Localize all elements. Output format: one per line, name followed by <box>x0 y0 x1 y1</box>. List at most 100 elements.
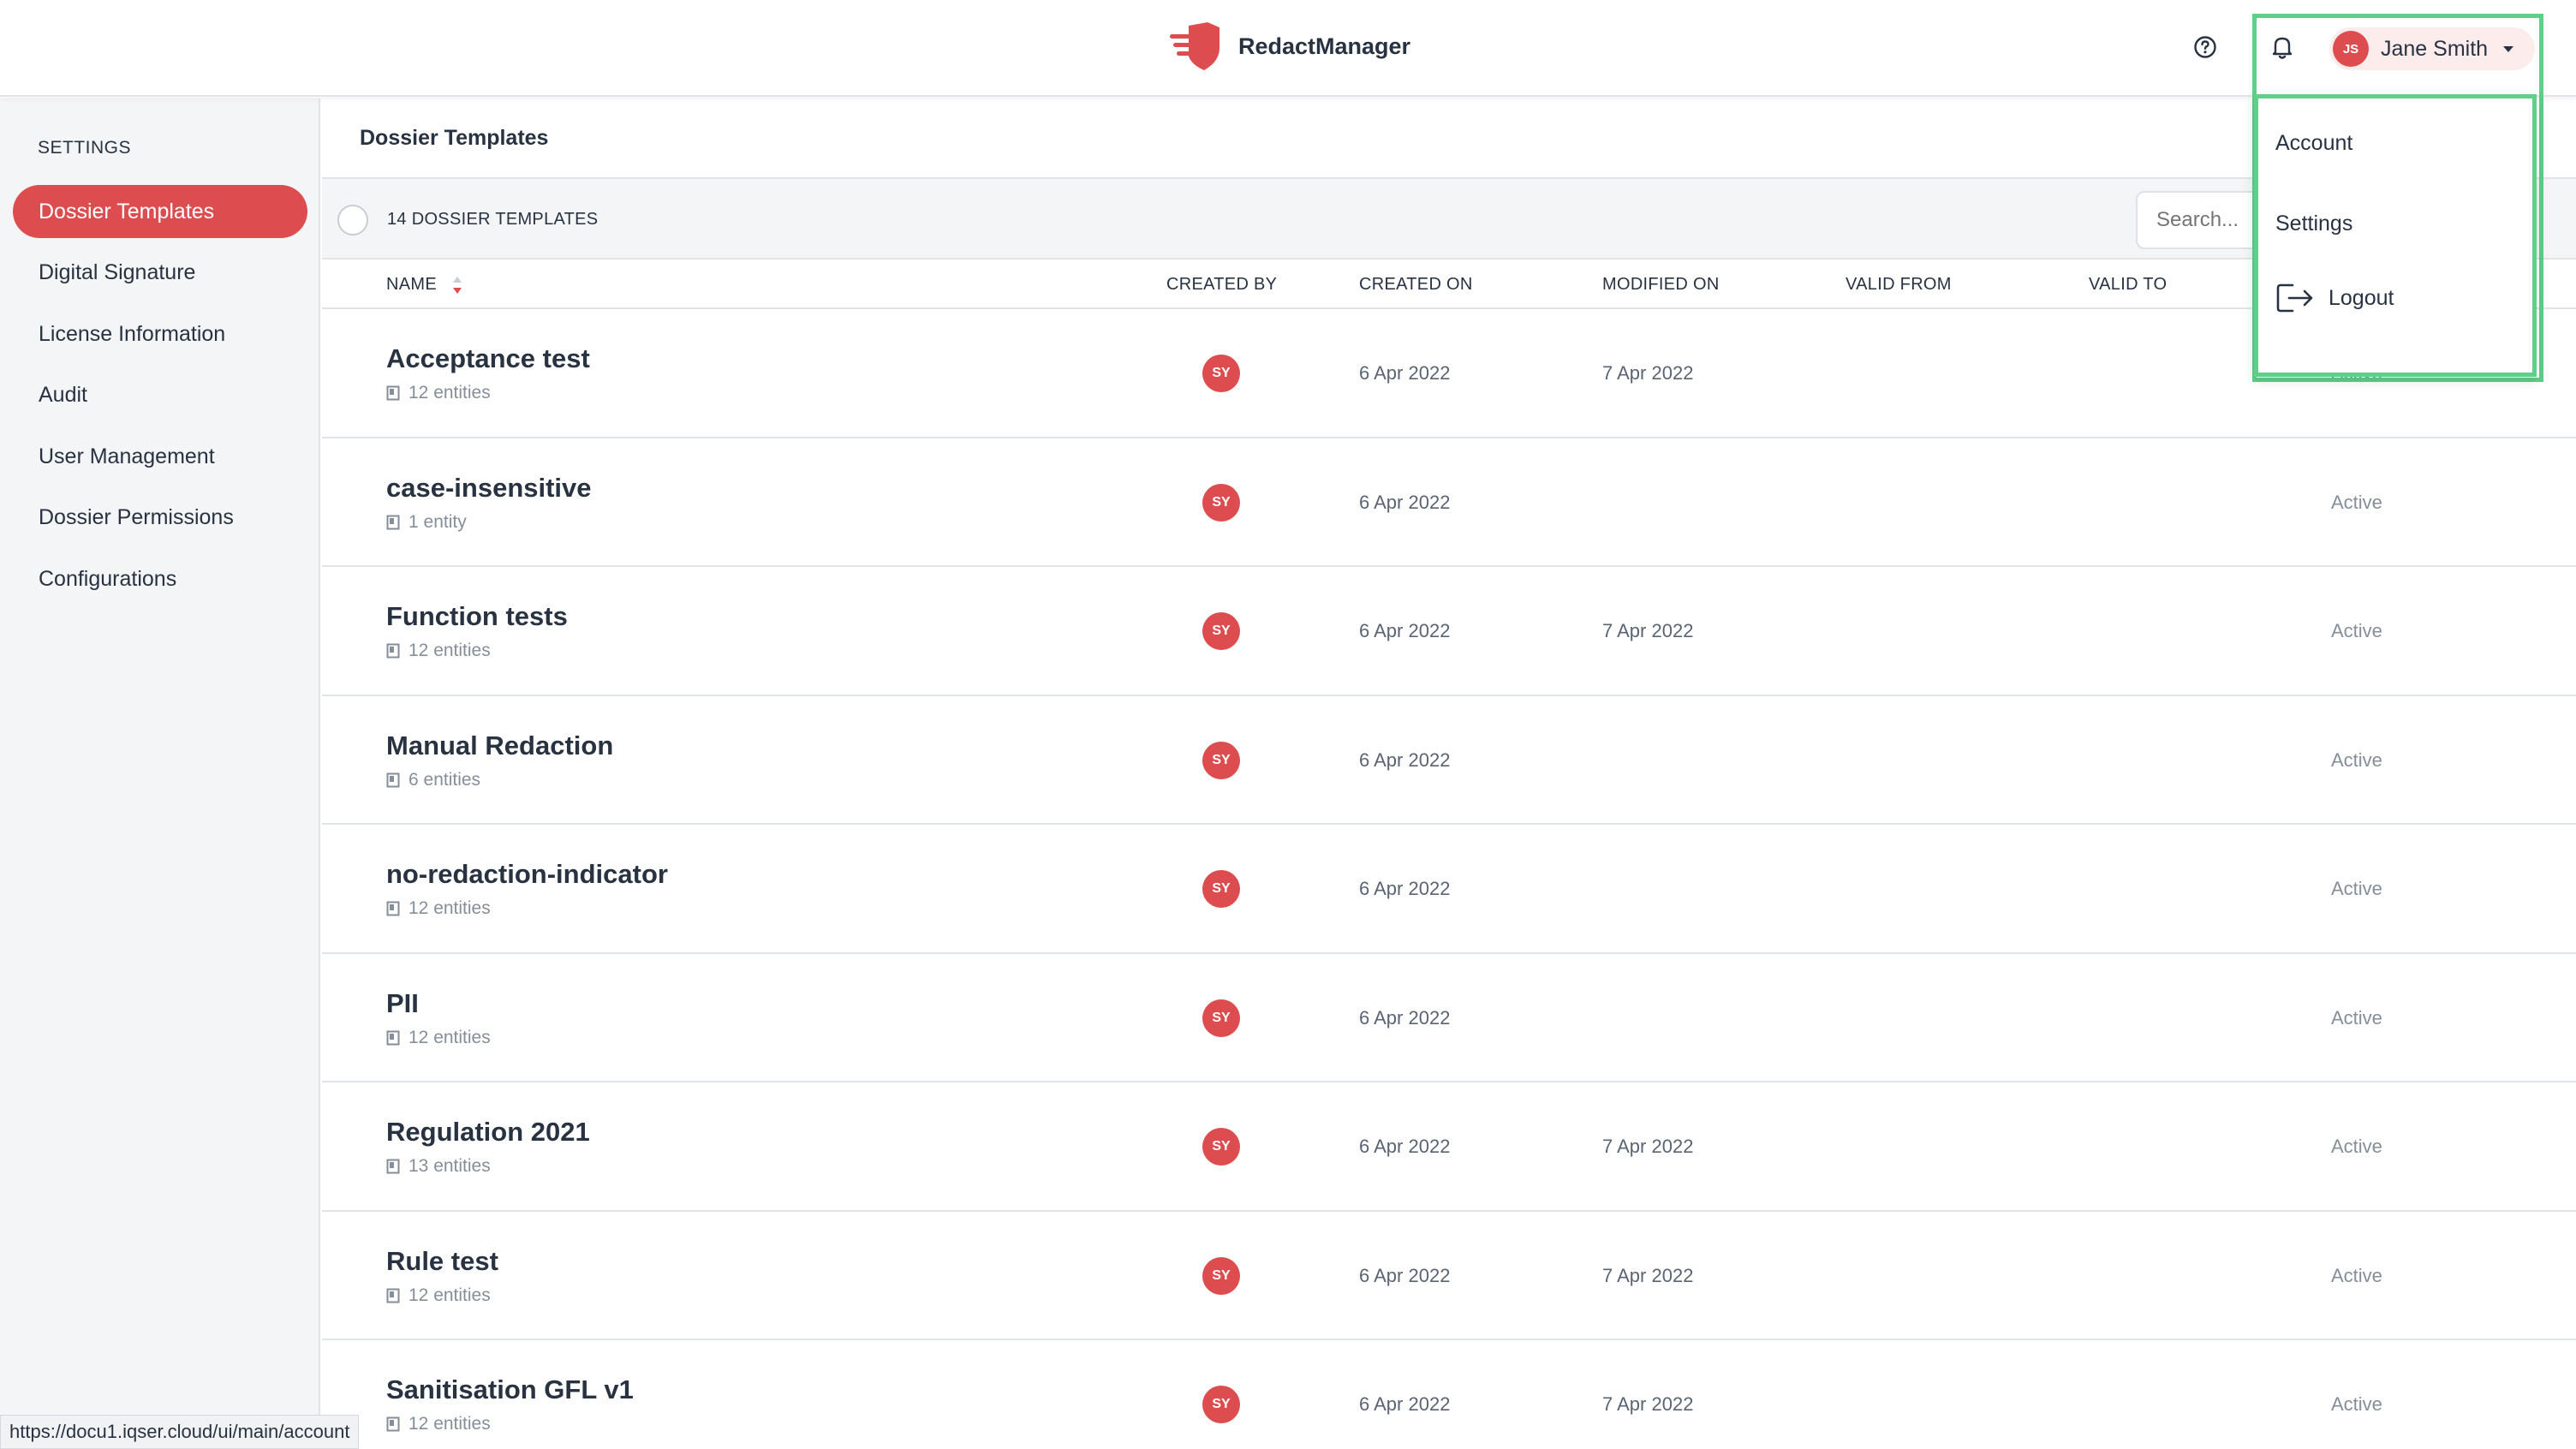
column-header-created-on[interactable]: CREATED ON <box>1359 275 1473 294</box>
entity-count-label: 13 entities <box>408 1156 491 1176</box>
document-icon <box>386 385 400 401</box>
document-icon <box>386 901 400 916</box>
user-menu-button[interactable]: JS Jane Smith <box>2329 27 2535 70</box>
entity-count-label: 6 entities <box>408 769 481 790</box>
entity-count-label: 12 entities <box>408 1285 491 1305</box>
column-header-valid-from[interactable]: VALID FROM <box>1846 275 1952 294</box>
table-row[interactable]: case-insensitive 1 entity SY 6 Apr 2022 … <box>322 438 2576 567</box>
created-on: 6 Apr 2022 <box>1359 1264 1451 1286</box>
sidebar-item-dossier-templates[interactable]: Dossier Templates <box>13 185 307 238</box>
status-label: Active <box>2331 1393 2382 1415</box>
app-logo[interactable]: RedactManager <box>1170 22 1410 70</box>
menu-item-label: Account <box>2275 131 2353 155</box>
document-icon <box>386 1416 400 1432</box>
menu-item-label: Settings <box>2275 212 2353 236</box>
table-row[interactable]: Acceptance test 12 entities SY 6 Apr 202… <box>322 309 2576 438</box>
creator-avatar: SY <box>1202 870 1240 908</box>
modified-on: 7 Apr 2022 <box>1602 362 1694 384</box>
status-label: Active <box>2331 878 2382 899</box>
template-name: no-redaction-indicator <box>386 859 668 889</box>
sidebar-item-dossier-permissions[interactable]: Dossier Permissions <box>13 491 307 544</box>
modified-on: 7 Apr 2022 <box>1602 1136 1694 1157</box>
chevron-down-icon <box>2503 45 2514 52</box>
document-icon <box>386 772 400 787</box>
help-circle-icon[interactable] <box>2191 33 2220 62</box>
top-bar: RedactManager JS Jane Smith <box>0 0 2576 97</box>
column-header-valid-to[interactable]: VALID TO <box>2089 275 2168 294</box>
table-row[interactable]: Regulation 2021 13 entities SY 6 Apr 202… <box>322 1082 2576 1212</box>
creator-avatar: SY <box>1202 1256 1240 1295</box>
entity-count: 12 entities <box>386 383 491 403</box>
sidebar-item-digital-signature[interactable]: Digital Signature <box>13 246 307 299</box>
modified-on: 7 Apr 2022 <box>1602 1393 1694 1415</box>
menu-item-settings[interactable]: Settings <box>2275 212 2352 236</box>
status-label: Active <box>2331 491 2382 513</box>
status-label: Active <box>2331 1264 2382 1286</box>
document-icon <box>386 643 400 659</box>
table-row[interactable]: Function tests 12 entities SY 6 Apr 2022… <box>322 567 2576 696</box>
creator-avatar: SY <box>1202 355 1240 392</box>
sidebar-item-label: Dossier Permissions <box>39 504 234 529</box>
settings-sidebar: SETTINGS Dossier Templates Digital Signa… <box>0 98 320 1449</box>
template-name: Function tests <box>386 601 568 631</box>
sidebar-item-user-management[interactable]: User Management <box>13 430 307 483</box>
creator-avatar: SY <box>1202 1386 1240 1423</box>
sort-icon <box>452 276 462 294</box>
template-name: Sanitisation GFL v1 <box>386 1374 634 1404</box>
template-name: Manual Redaction <box>386 730 614 760</box>
table-row[interactable]: Rule test 12 entities SY 6 Apr 2022 7 Ap… <box>322 1212 2576 1340</box>
menu-item-account[interactable]: Account <box>2275 131 2352 156</box>
menu-item-label: Logout <box>2329 285 2394 310</box>
menu-item-logout[interactable]: Logout <box>2275 282 2394 314</box>
created-on: 6 Apr 2022 <box>1359 748 1451 771</box>
page-title: Dossier Templates <box>360 126 549 150</box>
sidebar-item-license-information[interactable]: License Information <box>13 307 307 361</box>
entity-count: 12 entities <box>386 1028 491 1048</box>
template-name: case-insensitive <box>386 472 592 503</box>
creator-avatar: SY <box>1202 483 1240 522</box>
sidebar-item-label: Audit <box>39 382 87 407</box>
document-icon <box>386 515 400 529</box>
entity-count-label: 12 entities <box>408 383 491 402</box>
sidebar-item-configurations[interactable]: Configurations <box>13 552 307 605</box>
document-icon <box>386 1159 400 1174</box>
select-all-checkbox[interactable] <box>337 205 368 236</box>
table-toolbar: 14 DOSSIER TEMPLATES <box>322 177 2576 259</box>
creator-avatar: SY <box>1202 612 1240 650</box>
creator-avatar: SY <box>1202 999 1240 1037</box>
entity-count: 6 entities <box>386 770 480 790</box>
template-name: Rule test <box>386 1245 498 1276</box>
entity-count: 1 entity <box>386 512 467 533</box>
column-header-label: NAME <box>386 275 437 294</box>
status-label: Active <box>2331 1136 2382 1157</box>
column-header-modified-on[interactable]: MODIFIED ON <box>1602 275 1720 294</box>
entity-count-label: 12 entities <box>408 1027 491 1047</box>
column-header-name[interactable]: NAME <box>386 275 462 295</box>
template-name: Acceptance test <box>386 343 590 373</box>
modified-on: 7 Apr 2022 <box>1602 620 1694 641</box>
entity-count: 12 entities <box>386 1414 491 1434</box>
table-row[interactable]: Manual Redaction 6 entities SY 6 Apr 202… <box>322 696 2576 825</box>
sidebar-item-label: License Information <box>39 321 226 346</box>
creator-avatar: SY <box>1202 741 1240 779</box>
sidebar-item-label: Dossier Templates <box>39 199 215 224</box>
user-avatar: JS <box>2333 31 2369 67</box>
bell-icon[interactable] <box>2268 33 2297 62</box>
user-name: Jane Smith <box>2381 36 2489 61</box>
entity-count-label: 12 entities <box>408 898 491 918</box>
sidebar-heading: SETTINGS <box>38 138 132 158</box>
column-header-created-by[interactable]: CREATED BY <box>1166 275 1278 294</box>
sidebar-item-label: Configurations <box>39 566 177 591</box>
table-row[interactable]: PII 12 entities SY 6 Apr 2022 Active <box>322 954 2576 1082</box>
created-on: 6 Apr 2022 <box>1359 878 1451 899</box>
table-row[interactable]: no-redaction-indicator 12 entities SY 6 … <box>322 825 2576 954</box>
entity-count: 12 entities <box>386 641 491 661</box>
main-content: Dossier Templates 14 DOSSIER TEMPLATES N… <box>322 98 2576 1449</box>
entity-count: 12 entities <box>386 898 491 919</box>
created-on: 6 Apr 2022 <box>1359 1393 1451 1415</box>
table-row[interactable]: Sanitisation GFL v1 12 entities SY 6 Apr… <box>322 1340 2576 1449</box>
entity-count-label: 1 entity <box>408 511 467 532</box>
document-icon <box>386 1288 400 1303</box>
entity-count: 12 entities <box>386 1285 491 1306</box>
sidebar-item-audit[interactable]: Audit <box>13 368 307 421</box>
